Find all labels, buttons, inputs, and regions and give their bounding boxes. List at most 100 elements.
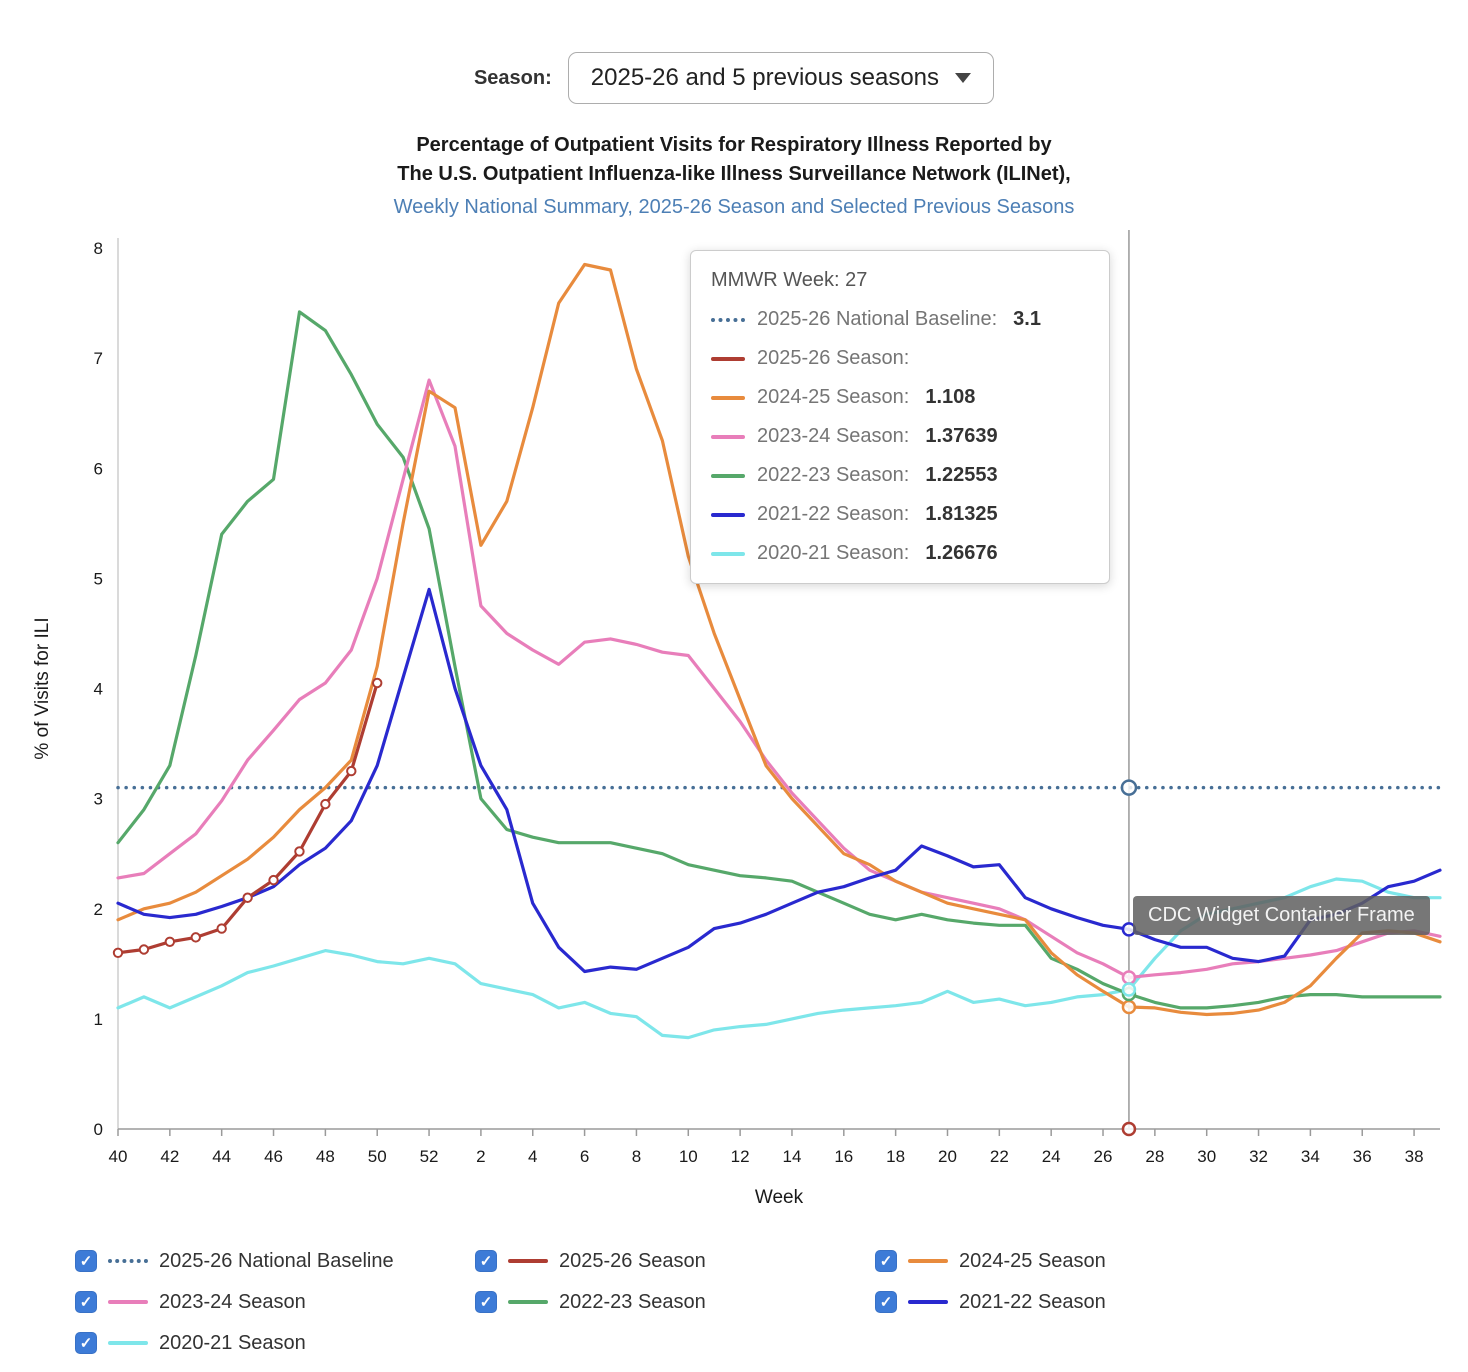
legend-checkbox[interactable]: ✓ [875,1291,897,1313]
legend-checkbox[interactable]: ✓ [475,1291,497,1313]
legend-item-2020-21-season[interactable]: ✓ 2020-21 Season [75,1328,475,1358]
series-line-sample [711,512,745,517]
legend-line-sample [108,1300,148,1304]
series-point-marker [242,892,253,903]
series-point-marker [216,923,227,934]
legend-checkbox[interactable]: ✓ [75,1332,97,1354]
series-point-marker [138,944,150,955]
x-tick-label: 48 [316,1147,335,1166]
marker-baseline-point [1120,779,1138,796]
x-tick-label: 12 [731,1147,750,1166]
x-tick-label: 24 [1042,1147,1061,1166]
series-line-sample [711,356,745,361]
y-tick-label: 6 [94,459,103,478]
mmwr-week-heading: MMWR Week: 27 [711,265,1089,300]
chart-legend: ✓ 2025-26 National Baseline ✓ 2025-26 Seaso… [75,1246,1275,1358]
tooltip-row: 2024-25 Season: 1.108 [711,378,1089,417]
series-point-marker [268,874,279,886]
series-point-marker [294,846,305,857]
tooltip-series-label: 2022-23 Season: [757,464,910,486]
series-line-sample [711,551,745,556]
y-tick-label: 8 [94,239,103,258]
x-tick-label: 14 [782,1147,801,1166]
legend-label: 2025-26 Season [559,1249,706,1272]
legend-line-sample [508,1300,548,1304]
legend-checkbox[interactable]: ✓ [75,1291,97,1313]
x-tick-label: 20 [938,1147,957,1166]
x-tick-label: 38 [1405,1147,1424,1166]
x-tick-label: 40 [109,1147,128,1166]
tooltip-row: 2020-21 Season: 1.26676 [711,534,1089,573]
legend-line-sample [908,1259,948,1263]
tooltip-series-label: 2021-22 Season: [757,503,910,525]
series-line-2021-22-season [116,587,1442,974]
x-tick-label: 4 [528,1147,537,1166]
x-tick-label: 16 [834,1147,853,1166]
tooltip-series-label: 2025-26 National Baseline: [757,308,998,330]
series-line-sample [711,317,745,322]
mmwr-week-value: 27 [845,269,868,291]
marker-point-2023-24-season [1121,970,1137,985]
tooltip-row: 2023-24 Season: 1.37639 [711,417,1089,456]
legend-checkbox[interactable]: ✓ [875,1250,897,1272]
legend-label: 2025-26 National Baseline [159,1249,394,1272]
legend-checkbox[interactable]: ✓ [75,1250,97,1272]
legend-line-sample [108,1259,148,1263]
legend-item-2021-22-season[interactable]: ✓ 2021-22 Season [875,1287,1275,1317]
x-tick-label: 52 [420,1147,439,1166]
tooltip-row: 2025-26 National Baseline: 3.1 [711,300,1089,339]
legend-item-2023-24-season[interactable]: ✓ 2023-24 Season [75,1287,475,1317]
y-tick-label: 5 [94,569,103,588]
x-tick-label: 28 [1145,1147,1164,1166]
x-tick-label: 36 [1353,1147,1372,1166]
series-point-marker [320,798,331,810]
series-point-marker [190,932,201,943]
chart-title-block: Percentage of Outpatient Visits for Resp… [0,131,1468,222]
season-label: Season: [473,66,552,89]
x-tick-label: 2 [476,1147,485,1166]
chart-title-line3: Weekly National Summary, 2025-26 Season … [393,196,1075,218]
marker-point-2024-25-season [1121,999,1137,1015]
legend-item-2022-23-season[interactable]: ✓ 2022-23 Season [475,1287,875,1317]
y-tick-label: 3 [94,790,103,809]
tooltip-series-value: 1.37639 [925,425,998,447]
tooltip-row: 2021-22 Season: 1.81325 [711,495,1089,534]
season-selector-bar: Season: 2025-26 and 5 previous seasons [0,52,1468,104]
cdc-widget-frame-tooltip: CDC Widget Container Frame [1133,896,1430,935]
mmwr-week-label: MMWR Week: [711,269,840,291]
x-tick-label: 22 [990,1147,1009,1166]
y-tick-label: 0 [94,1120,103,1139]
tooltip-series-label: 2024-25 Season: [757,386,910,408]
x-tick-label: 46 [264,1147,283,1166]
tooltip-series-value: 1.81325 [925,503,998,525]
legend-item-2024-25-season[interactable]: ✓ 2024-25 Season [875,1246,1275,1276]
y-tick-label: 4 [94,680,103,699]
series-line-sample [711,473,745,478]
tooltip-row: 2022-23 Season: 1.22553 [711,456,1089,495]
x-tick-label: 8 [632,1147,641,1166]
legend-checkbox[interactable]: ✓ [475,1250,497,1272]
legend-label: 2023-24 Season [159,1290,306,1313]
chevron-down-icon [955,73,972,83]
series-line-2025-26-season [116,681,379,955]
series-point-marker [164,936,176,947]
season-dropdown[interactable]: 2025-26 and 5 previous seasons [567,52,995,104]
series-point-marker [372,677,383,689]
series-line-2023-24-season [116,378,1442,980]
y-tick-label: 2 [94,900,103,919]
x-tick-label: 10 [679,1147,698,1166]
legend-item-2025-26-national-baseline[interactable]: ✓ 2025-26 National Baseline [75,1246,475,1276]
series-line-2024-25-season [116,262,1442,1017]
x-tick-label: 18 [886,1147,905,1166]
x-tick-label: 34 [1301,1147,1320,1166]
legend-item-2025-26-season[interactable]: ✓ 2025-26 Season [475,1246,875,1276]
chart-title-line1: Percentage of Outpatient Visits for Resp… [416,134,1052,156]
y-tick-label: 1 [94,1010,103,1029]
tooltip-row: 2025-26 Season: [711,339,1089,378]
tooltip-series-value: 1.108 [925,386,976,408]
x-axis-title: Week [755,1187,804,1208]
x-tick-label: 50 [368,1147,387,1166]
legend-label: 2022-23 Season [559,1290,706,1313]
